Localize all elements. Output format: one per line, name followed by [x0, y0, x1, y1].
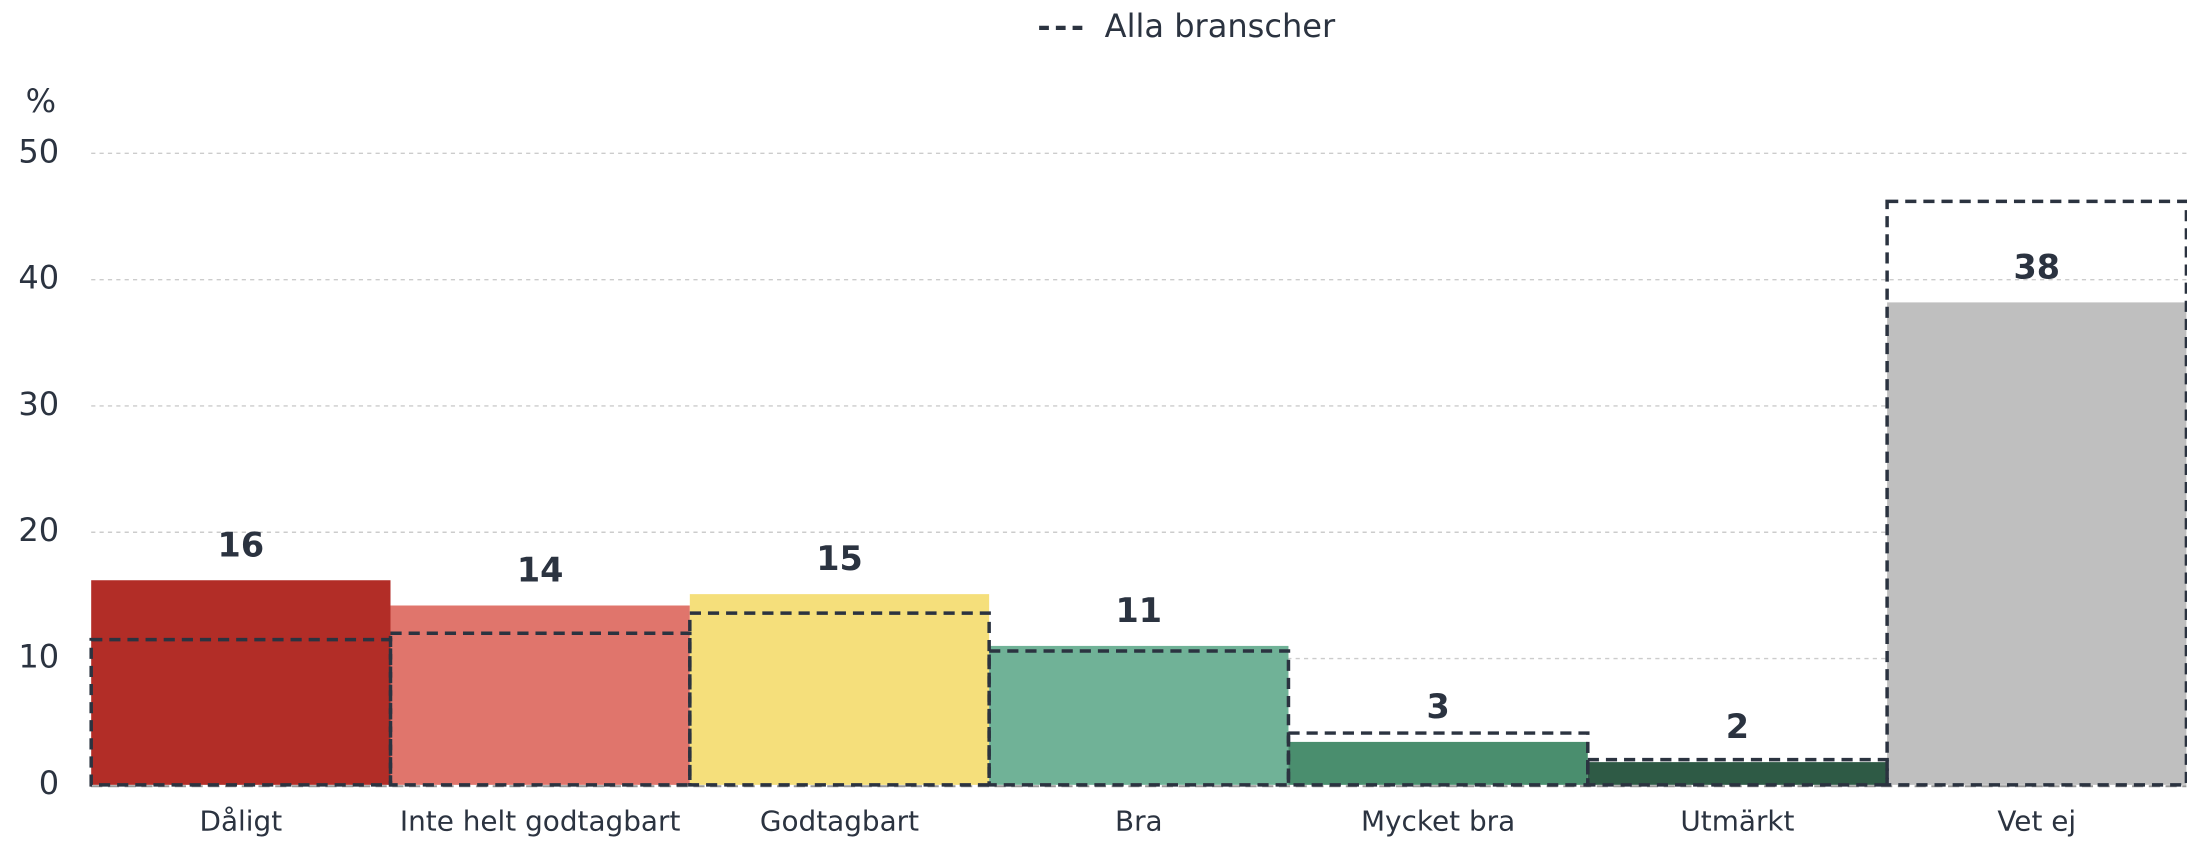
- y-axis-label: %: [26, 82, 56, 120]
- legend-label: Alla branscher: [1105, 7, 1336, 45]
- value-label: 38: [2013, 247, 2060, 286]
- y-tick-label: 20: [18, 511, 59, 549]
- benchmark-bar: [1586, 757, 1889, 787]
- value-label: 16: [218, 525, 265, 564]
- bar: [91, 580, 391, 785]
- benchmark-bar: [987, 649, 1291, 787]
- bar: [390, 605, 690, 785]
- value-label: 2: [1726, 707, 1749, 746]
- y-tick-label: 10: [18, 638, 59, 676]
- x-tick-label: Inte helt godtagbart: [400, 804, 681, 837]
- y-tick-label: 30: [18, 385, 59, 423]
- benchmark-bar: [1286, 731, 1590, 787]
- bar: [1288, 741, 1588, 785]
- value-label: 15: [816, 539, 863, 578]
- value-label: 11: [1116, 591, 1163, 630]
- y-tick-label: 50: [18, 132, 59, 170]
- bar: [1587, 762, 1888, 785]
- x-tick-label: Dåligt: [200, 804, 283, 837]
- x-tick-label: Mycket bra: [1361, 804, 1515, 837]
- bar: [989, 645, 1289, 785]
- bar: [689, 594, 990, 785]
- x-tick-label: Godtagbart: [760, 804, 919, 837]
- value-label: 14: [517, 551, 564, 590]
- benchmark-bar: [388, 631, 692, 787]
- benchmark-bar: [1885, 199, 2187, 787]
- value-label: 3: [1426, 687, 1449, 726]
- x-tick-label: Utmärkt: [1680, 804, 1794, 837]
- y-tick-label: 0: [39, 764, 59, 802]
- x-tick-label: Vet ej: [1997, 804, 2076, 837]
- x-tick-label: Bra: [1115, 804, 1163, 837]
- y-tick-label: 40: [18, 259, 59, 297]
- bar: [1887, 302, 2187, 785]
